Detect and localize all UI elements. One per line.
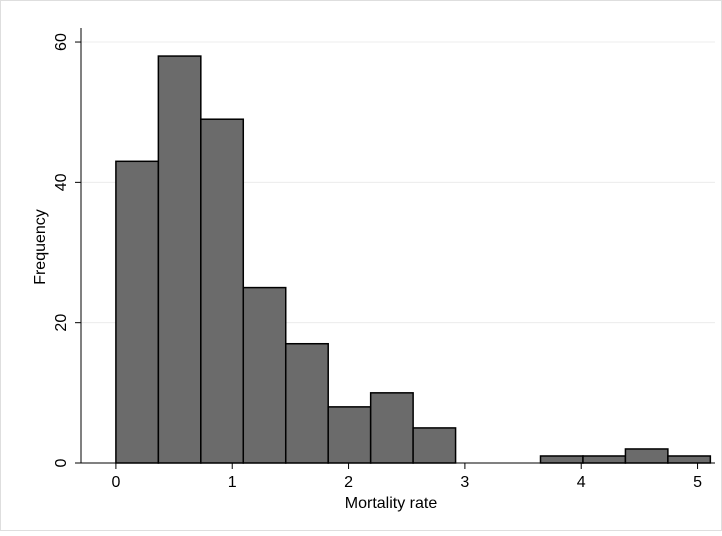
x-tick-label-2: 2 xyxy=(344,474,353,491)
tick-labels: 0 20 40 60 0 1 2 3 4 5 xyxy=(53,33,702,491)
y-axis-label: Frequency xyxy=(32,209,49,285)
x-tick-label-1: 1 xyxy=(228,474,237,491)
x-tick-label-0: 0 xyxy=(111,474,120,491)
axes xyxy=(75,28,715,469)
x-tick-label-4: 4 xyxy=(577,474,586,491)
histogram-bar-4 xyxy=(284,342,329,464)
y-tick-label-20: 20 xyxy=(53,314,70,332)
y-tick-label-0: 0 xyxy=(53,458,70,467)
histogram-bar-11 xyxy=(667,455,712,464)
histogram-bar-0 xyxy=(115,160,160,464)
histogram-bar-6 xyxy=(369,392,414,464)
y-tick-label-60: 60 xyxy=(53,33,70,51)
histogram-bar-3 xyxy=(242,286,287,464)
histogram-bars xyxy=(115,55,712,464)
x-axis-label: Mortality rate xyxy=(345,495,438,512)
histogram-bar-9 xyxy=(582,455,627,464)
histogram-bar-2 xyxy=(200,118,245,464)
x-tick-label-5: 5 xyxy=(693,474,702,491)
histogram-bar-5 xyxy=(327,406,372,464)
histogram-bar-7 xyxy=(412,427,457,464)
histogram-bar-8 xyxy=(539,455,584,464)
histogram-bar-10 xyxy=(624,448,669,464)
x-tick-label-3: 3 xyxy=(460,474,469,491)
histogram-bar-1 xyxy=(157,55,202,464)
y-tick-label-40: 40 xyxy=(53,173,70,191)
